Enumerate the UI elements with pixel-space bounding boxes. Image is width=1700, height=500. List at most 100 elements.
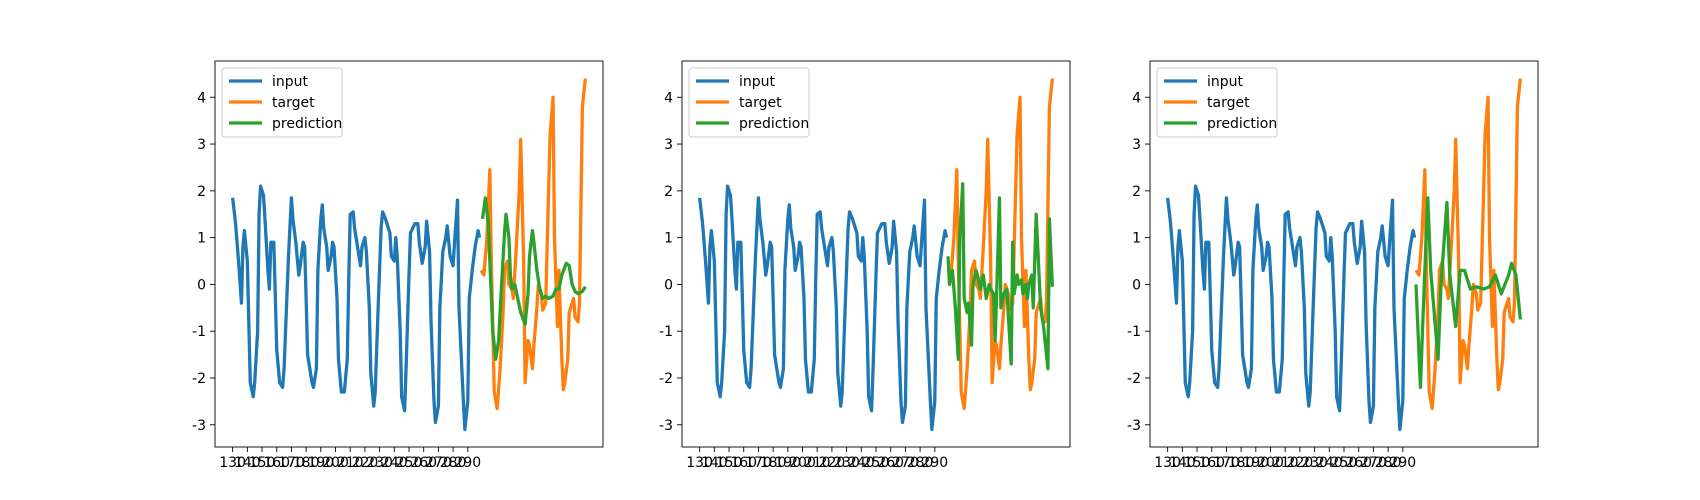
x-tick-label: 140 xyxy=(701,455,728,471)
legend-label: target xyxy=(1207,95,1250,111)
y-tick-label: -1 xyxy=(659,324,673,340)
legend: input target prediction xyxy=(688,67,810,138)
x-tick-label: 190 xyxy=(1242,455,1269,471)
legend: input target prediction xyxy=(1156,67,1278,138)
line-series xyxy=(480,196,587,361)
x-tick-label: 280 xyxy=(1375,455,1402,471)
y-tick-label: 4 xyxy=(197,90,206,106)
y-tick-label: 0 xyxy=(197,277,206,293)
y-tick-label: 4 xyxy=(1132,90,1141,106)
x-tick-label: 150 xyxy=(249,455,276,471)
y-tick-label: -3 xyxy=(192,418,206,434)
legend-label: prediction xyxy=(739,116,809,132)
line-series xyxy=(1414,196,1523,389)
y-tick-label: 0 xyxy=(1132,277,1141,293)
y-tick-label: -1 xyxy=(192,324,206,340)
legend-label: target xyxy=(739,95,782,111)
line-series xyxy=(479,78,588,411)
x-tick-label: 170 xyxy=(278,455,305,471)
line-series xyxy=(698,184,949,432)
legend-box xyxy=(688,67,810,138)
x-tick-label: 170 xyxy=(745,455,772,471)
y-tick-label: 3 xyxy=(664,137,673,153)
x-tick-label: 280 xyxy=(440,455,467,471)
x-tick-label: 160 xyxy=(263,455,290,471)
x-tick-label: 180 xyxy=(1228,455,1255,471)
x-tick-label: 140 xyxy=(234,455,261,471)
x-tick-label: 290 xyxy=(1389,455,1416,471)
legend-box xyxy=(1156,67,1278,138)
x-tick-label: 230 xyxy=(366,455,393,471)
line-series xyxy=(946,78,1055,411)
x-tick-label: 200 xyxy=(789,455,816,471)
x-tick-label: 240 xyxy=(848,455,875,471)
x-tick-label: 290 xyxy=(921,455,948,471)
x-tick-label: 190 xyxy=(307,455,334,471)
x-tick-label: 150 xyxy=(1184,455,1211,471)
y-tick-label: 1 xyxy=(197,231,206,247)
line-series xyxy=(946,182,1055,371)
legend-box xyxy=(221,67,343,138)
x-tick-label: 270 xyxy=(1360,455,1387,471)
x-tick-label: 150 xyxy=(716,455,743,471)
x-tick-label: 220 xyxy=(352,455,379,471)
y-tick-label: 2 xyxy=(664,184,673,200)
x-tick-label: 170 xyxy=(1213,455,1240,471)
x-tick-label: 240 xyxy=(381,455,408,471)
y-tick-label: 0 xyxy=(664,277,673,293)
x-tick-label: 280 xyxy=(907,455,934,471)
x-tick-label: 210 xyxy=(1272,455,1299,471)
x-tick-label: 220 xyxy=(819,455,846,471)
y-tick-label: -2 xyxy=(192,371,206,387)
line-series xyxy=(1414,78,1523,411)
y-tick-label: -2 xyxy=(659,371,673,387)
line-series xyxy=(1166,184,1417,432)
legend-label: prediction xyxy=(272,116,342,132)
x-tick-label: 200 xyxy=(1257,455,1284,471)
x-tick-label: 250 xyxy=(863,455,890,471)
x-tick-label: 180 xyxy=(760,455,787,471)
x-tick-label: 130 xyxy=(686,455,713,471)
x-tick-label: 220 xyxy=(1287,455,1314,471)
x-tick-label: 260 xyxy=(877,455,904,471)
legend-label: prediction xyxy=(1207,116,1277,132)
axes: 1301401501601701801902002102202302402502… xyxy=(1127,60,1539,471)
x-tick-label: 180 xyxy=(293,455,320,471)
legend-label: target xyxy=(272,95,315,111)
y-tick-label: 2 xyxy=(1132,184,1141,200)
legend-label: input xyxy=(1207,74,1244,90)
x-tick-label: 290 xyxy=(454,455,481,471)
y-tick-label: -1 xyxy=(1127,324,1141,340)
x-tick-label: 260 xyxy=(410,455,437,471)
x-tick-label: 130 xyxy=(219,455,246,471)
x-tick-label: 190 xyxy=(774,455,801,471)
axes: 1301401501601701801902002102202302402502… xyxy=(192,60,604,471)
y-tick-label: 3 xyxy=(1132,137,1141,153)
x-tick-label: 230 xyxy=(1301,455,1328,471)
x-tick-label: 240 xyxy=(1316,455,1343,471)
y-tick-label: -3 xyxy=(659,418,673,434)
line-series xyxy=(231,184,482,432)
y-tick-label: 2 xyxy=(197,184,206,200)
y-tick-label: 1 xyxy=(1132,231,1141,247)
y-tick-label: 3 xyxy=(197,137,206,153)
legend: input target prediction xyxy=(221,67,343,138)
legend-label: input xyxy=(272,74,309,90)
x-tick-label: 140 xyxy=(1169,455,1196,471)
y-tick-label: 1 xyxy=(664,231,673,247)
x-tick-label: 130 xyxy=(1154,455,1181,471)
y-tick-label: -3 xyxy=(1127,418,1141,434)
y-tick-label: -2 xyxy=(1127,371,1141,387)
x-tick-label: 200 xyxy=(322,455,349,471)
x-tick-label: 270 xyxy=(892,455,919,471)
x-tick-label: 270 xyxy=(425,455,452,471)
x-tick-label: 250 xyxy=(396,455,423,471)
x-tick-label: 160 xyxy=(1198,455,1225,471)
x-tick-label: 160 xyxy=(730,455,757,471)
y-tick-label: 4 xyxy=(664,90,673,106)
x-tick-label: 230 xyxy=(833,455,860,471)
legend-label: input xyxy=(739,74,776,90)
x-tick-label: 260 xyxy=(1345,455,1372,471)
x-tick-label: 210 xyxy=(804,455,831,471)
